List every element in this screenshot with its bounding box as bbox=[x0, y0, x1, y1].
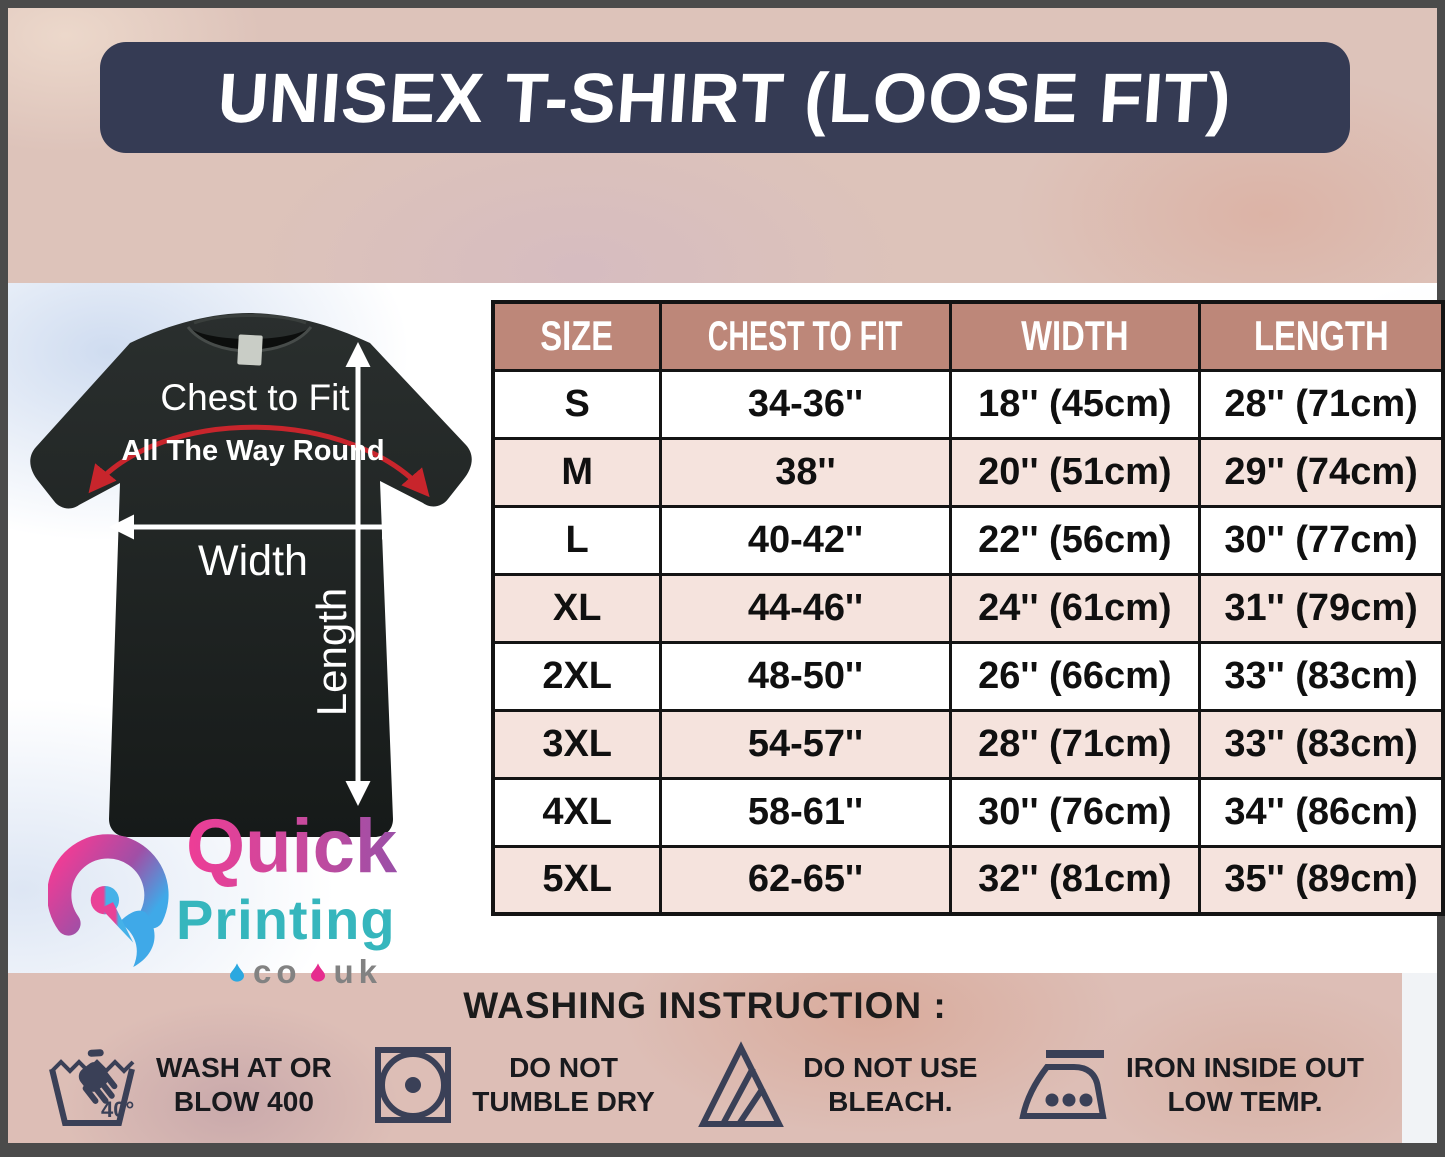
washing-heading: WASHING INSTRUCTION : bbox=[463, 985, 947, 1026]
size-cell: S bbox=[491, 368, 663, 440]
washing-label: WASH AT OR BLOW 400 bbox=[156, 1052, 332, 1117]
do-not-bleach-icon bbox=[698, 1041, 785, 1127]
title-banner: UNISEX T-SHIRT (LOOSE FIT) bbox=[100, 42, 1350, 153]
header-width: WIDTH bbox=[948, 300, 1202, 372]
washing-label: IRON INSIDE OUT LOW TEMP. bbox=[1125, 1052, 1364, 1117]
size-chart-table: SIZE CHEST TO FIT WIDTH LENGTH S 34-36''… bbox=[491, 300, 1445, 916]
chest-cell: 48-50'' bbox=[659, 640, 952, 712]
length-cell: 31'' (79cm) bbox=[1198, 572, 1445, 644]
quick-printing-logo: Quick Printing co uk bbox=[47, 804, 498, 990]
chest-cell: 40-42'' bbox=[659, 504, 952, 576]
table-row: 2XL 48-50'' 26'' (66cm) 33'' (83cm) bbox=[491, 640, 1445, 712]
table-row: S 34-36'' 18'' (45cm) 28'' (71cm) bbox=[491, 368, 1445, 440]
washing-item-bleach: DO NOT USE BLEACH. bbox=[695, 1040, 977, 1130]
length-cell: 33'' (83cm) bbox=[1198, 708, 1445, 780]
washing-items-row: 40° WASH AT OR BLOW 400 DO NOT TUMBLE DR… bbox=[8, 1035, 1402, 1135]
width-cell: 22'' (56cm) bbox=[948, 504, 1202, 576]
washing-label: DO NOT TUMBLE DRY bbox=[472, 1052, 655, 1117]
hand-wash-40-icon: 40° bbox=[49, 1049, 135, 1126]
length-label: Length bbox=[308, 587, 355, 717]
table-header-row: SIZE CHEST TO FIT WIDTH LENGTH bbox=[491, 300, 1445, 372]
length-cell: 34'' (86cm) bbox=[1198, 776, 1445, 848]
size-cell: M bbox=[491, 436, 663, 508]
size-cell: XL bbox=[491, 572, 663, 644]
chest-measure-arc bbox=[88, 424, 430, 498]
pink-drop-icon bbox=[310, 962, 325, 982]
length-cell: 28'' (71cm) bbox=[1198, 368, 1445, 440]
washing-item-tumble-dry: DO NOT TUMBLE DRY bbox=[372, 1044, 655, 1126]
width-cell: 24'' (61cm) bbox=[948, 572, 1202, 644]
logo-word-quick: Quick bbox=[186, 804, 398, 889]
iron-low-temp-icon bbox=[1019, 1050, 1107, 1119]
table-row: L 40-42'' 22'' (56cm) 30'' (77cm) bbox=[491, 504, 1445, 576]
size-cell: 4XL bbox=[491, 776, 663, 848]
width-cell: 30'' (76cm) bbox=[948, 776, 1202, 848]
chest-cell: 54-57'' bbox=[659, 708, 952, 780]
washing-item-iron: IRON INSIDE OUT LOW TEMP. bbox=[1018, 1042, 1364, 1128]
width-cell: 18'' (45cm) bbox=[948, 368, 1202, 440]
logo-tld-co: co bbox=[253, 953, 302, 990]
size-cell: 3XL bbox=[491, 708, 663, 780]
blue-drop-icon bbox=[230, 962, 244, 982]
length-cell: 33'' (83cm) bbox=[1198, 640, 1445, 712]
chest-cell: 34-36'' bbox=[659, 368, 952, 440]
length-cell: 35'' (89cm) bbox=[1198, 844, 1445, 916]
size-cell: L bbox=[491, 504, 663, 576]
table-row: 4XL 58-61'' 30'' (76cm) 34'' (86cm) bbox=[491, 776, 1445, 848]
header-size: SIZE bbox=[491, 300, 663, 372]
washing-panel: WASHING INSTRUCTION : 40° bbox=[8, 973, 1402, 1143]
table-row: 5XL 62-65'' 32'' (81cm) 35'' (89cm) bbox=[491, 844, 1445, 916]
right-margin-strip bbox=[1402, 973, 1437, 1143]
neck-tag bbox=[237, 334, 263, 366]
chest-cell: 38'' bbox=[659, 436, 952, 508]
collar-line bbox=[193, 314, 307, 325]
logo-domain: co uk bbox=[230, 953, 382, 991]
do-not-tumble-dry-icon bbox=[375, 1047, 452, 1123]
logo-swirl-icon bbox=[47, 834, 169, 967]
all-the-way-round-label: All The Way Round bbox=[121, 435, 385, 467]
chest-cell: 44-46'' bbox=[659, 572, 952, 644]
width-label: Width bbox=[198, 537, 308, 585]
length-cell: 30'' (77cm) bbox=[1198, 504, 1445, 576]
width-cell: 20'' (51cm) bbox=[948, 436, 1202, 508]
washing-item-handwash: 40° WASH AT OR BLOW 400 bbox=[46, 1039, 332, 1131]
header-length: LENGTH bbox=[1198, 300, 1445, 372]
washing-label: DO NOT USE BLEACH. bbox=[803, 1052, 978, 1117]
wash-temp-text: 40° bbox=[101, 1097, 134, 1122]
width-cell: 26'' (66cm) bbox=[948, 640, 1202, 712]
tshirt-diagram: Chest to Fit All The Way Round Width Len… bbox=[8, 283, 1437, 990]
chest-to-fit-label: Chest to Fit bbox=[160, 377, 350, 418]
logo-tld-uk: uk bbox=[333, 953, 383, 990]
header-chest-to-fit: CHEST TO FIT bbox=[659, 300, 952, 372]
table-row: M 38'' 20'' (51cm) 29'' (74cm) bbox=[491, 436, 1445, 508]
length-cell: 29'' (74cm) bbox=[1198, 436, 1445, 508]
page-title: UNISEX T-SHIRT (LOOSE FIT) bbox=[215, 58, 1235, 137]
size-cell: 2XL bbox=[491, 640, 663, 712]
size-cell: 5XL bbox=[491, 844, 663, 916]
logo-word-printing: Printing bbox=[176, 888, 396, 951]
chest-cell: 62-65'' bbox=[659, 844, 952, 916]
width-cell: 32'' (81cm) bbox=[948, 844, 1202, 916]
measurement-arrows bbox=[88, 342, 430, 806]
table-row: XL 44-46'' 24'' (61cm) 31'' (79cm) bbox=[491, 572, 1445, 644]
chest-cell: 58-61'' bbox=[659, 776, 952, 848]
table-row: 3XL 54-57'' 28'' (71cm) 33'' (83cm) bbox=[491, 708, 1445, 780]
width-cell: 28'' (71cm) bbox=[948, 708, 1202, 780]
